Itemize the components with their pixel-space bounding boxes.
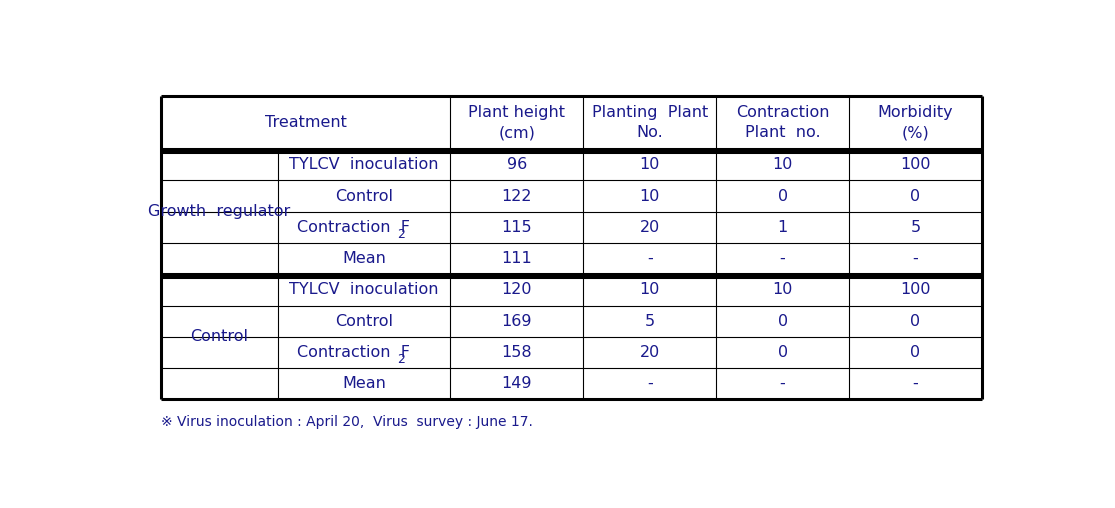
Text: Mean: Mean xyxy=(342,376,386,391)
Text: Contraction  F: Contraction F xyxy=(298,345,410,360)
Text: 96: 96 xyxy=(506,157,527,172)
Text: 0: 0 xyxy=(911,313,921,329)
Text: 0: 0 xyxy=(777,313,787,329)
Text: Plant height: Plant height xyxy=(468,105,565,120)
Text: Morbidity: Morbidity xyxy=(878,105,953,120)
Text: 10: 10 xyxy=(640,157,660,172)
Text: 122: 122 xyxy=(502,188,532,204)
Text: Planting  Plant: Planting Plant xyxy=(592,105,708,120)
Text: Control: Control xyxy=(334,313,394,329)
Text: TYLCV  inoculation: TYLCV inoculation xyxy=(289,157,439,172)
Text: 0: 0 xyxy=(777,188,787,204)
Text: 0: 0 xyxy=(777,345,787,360)
Text: -: - xyxy=(912,251,919,266)
Text: -: - xyxy=(647,376,652,391)
Text: Treatment: Treatment xyxy=(264,115,347,130)
Text: 5: 5 xyxy=(911,220,921,235)
Text: Control: Control xyxy=(191,329,249,344)
Text: Contraction  F: Contraction F xyxy=(298,220,410,235)
Text: 100: 100 xyxy=(900,157,931,172)
Text: Control: Control xyxy=(334,188,394,204)
Text: 169: 169 xyxy=(502,313,532,329)
Text: Plant  no.: Plant no. xyxy=(745,125,821,140)
Text: ※ Virus inoculation : April 20,  Virus  survey : June 17.: ※ Virus inoculation : April 20, Virus su… xyxy=(161,415,533,429)
Text: 20: 20 xyxy=(640,220,660,235)
Text: 2: 2 xyxy=(397,228,405,241)
Text: 158: 158 xyxy=(502,345,532,360)
Text: Contraction: Contraction xyxy=(736,105,830,120)
Text: -: - xyxy=(912,376,919,391)
Text: 100: 100 xyxy=(900,282,931,297)
Text: 0: 0 xyxy=(911,345,921,360)
Text: 5: 5 xyxy=(644,313,655,329)
Text: 149: 149 xyxy=(502,376,532,391)
Text: 115: 115 xyxy=(502,220,532,235)
Text: 10: 10 xyxy=(773,282,793,297)
Text: Growth  regulator: Growth regulator xyxy=(148,204,290,219)
Text: (%): (%) xyxy=(902,125,929,140)
Text: 10: 10 xyxy=(640,282,660,297)
Text: Mean: Mean xyxy=(342,251,386,266)
Text: 10: 10 xyxy=(773,157,793,172)
Text: 20: 20 xyxy=(640,345,660,360)
Text: 2: 2 xyxy=(397,353,405,366)
Text: No.: No. xyxy=(637,125,663,140)
Text: 1: 1 xyxy=(777,220,787,235)
Text: -: - xyxy=(779,376,785,391)
Text: -: - xyxy=(647,251,652,266)
Text: 10: 10 xyxy=(640,188,660,204)
Text: 111: 111 xyxy=(502,251,532,266)
Text: -: - xyxy=(779,251,785,266)
Text: 0: 0 xyxy=(911,188,921,204)
Text: (cm): (cm) xyxy=(498,125,535,140)
Text: 120: 120 xyxy=(502,282,532,297)
Text: TYLCV  inoculation: TYLCV inoculation xyxy=(289,282,439,297)
